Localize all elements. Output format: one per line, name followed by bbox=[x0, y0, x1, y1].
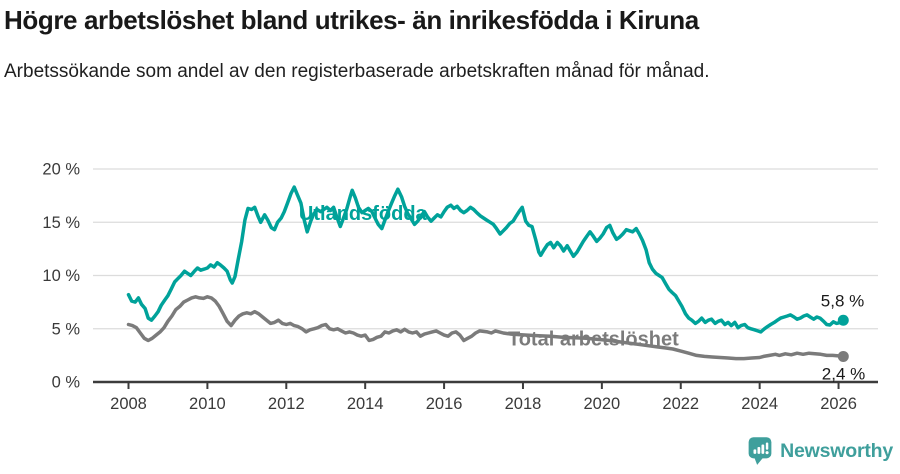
newsworthy-logo: Newsworthy bbox=[747, 435, 893, 467]
x-axis-tick-label: 2018 bbox=[505, 395, 542, 413]
y-axis-tick-label: 5 % bbox=[52, 320, 81, 338]
chart-header: Högre arbetslöshet bland utrikes- än inr… bbox=[4, 5, 890, 86]
x-axis-tick-label: 2022 bbox=[662, 395, 699, 413]
series-end-dot bbox=[837, 314, 849, 326]
x-axis-tick-label: 2016 bbox=[426, 395, 463, 413]
newsworthy-logo-text: Newsworthy bbox=[780, 439, 893, 462]
x-axis-tick-label: 2020 bbox=[584, 395, 621, 413]
y-axis-tick-label: 20 % bbox=[42, 161, 80, 179]
series-line-utlandsf-dda bbox=[126, 185, 846, 334]
newsworthy-logo-icon bbox=[748, 437, 772, 465]
x-axis-tick-label: 2008 bbox=[110, 395, 147, 413]
x-axis-tick-label: 2010 bbox=[189, 395, 226, 413]
y-axis-tick-label: 10 % bbox=[42, 267, 80, 285]
x-axis-tick-label: 2024 bbox=[741, 395, 778, 413]
series-label-utlandsf-dda: Utlandsfödda bbox=[299, 203, 428, 225]
y-axis-tick-label: 0 % bbox=[52, 374, 81, 392]
series-line-total-arbetsl-shet bbox=[126, 295, 846, 361]
series-end-value-label: 2,4 % bbox=[822, 364, 865, 383]
series-end-dot bbox=[837, 350, 849, 362]
chart-subtitle: Arbetssökande som andel av den registerb… bbox=[4, 60, 710, 82]
page-title: Högre arbetslöshet bland utrikes- än inr… bbox=[4, 5, 699, 35]
series-end-value-label: 5,8 % bbox=[821, 292, 864, 311]
series-label-total-arbetsl-shet: Total arbetslöshet bbox=[508, 328, 679, 350]
x-axis-tick-label: 2026 bbox=[820, 395, 857, 413]
x-axis-tick-label: 2014 bbox=[347, 395, 384, 413]
y-axis-tick-label: 15 % bbox=[42, 214, 80, 232]
x-axis-tick-label: 2012 bbox=[268, 395, 305, 413]
